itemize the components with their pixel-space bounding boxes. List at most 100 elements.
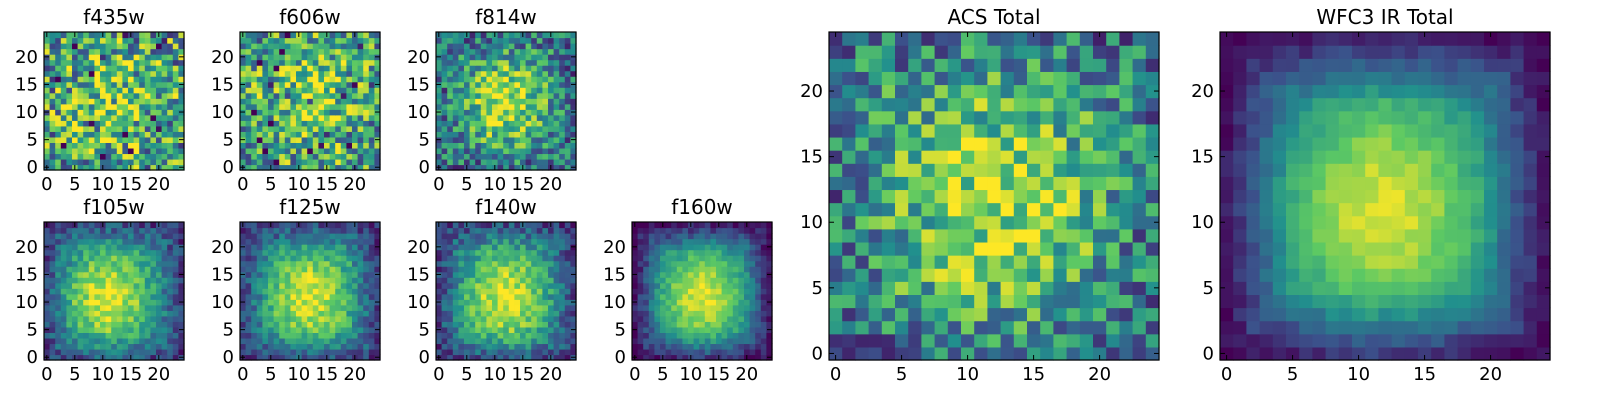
- heatmap-cell: [335, 153, 342, 160]
- heatmap-cell: [480, 315, 487, 322]
- heatmap-cell: [55, 131, 62, 138]
- heatmap-cell: [156, 70, 163, 77]
- heatmap-cell: [934, 320, 949, 335]
- heatmap-cell: [961, 189, 975, 204]
- heatmap-cell: [570, 32, 577, 39]
- heatmap-cell: [842, 215, 856, 230]
- x-tick-label: 15: [511, 174, 534, 195]
- heatmap-cell: [335, 354, 342, 361]
- heatmap-cell: [245, 227, 252, 234]
- heatmap-cell: [44, 158, 51, 166]
- heatmap-cell: [1013, 320, 1028, 335]
- heatmap-cell: [111, 136, 118, 143]
- heatmap-cell: [1119, 281, 1134, 295]
- heatmap-cell: [525, 266, 532, 273]
- heatmap-cell: [632, 277, 639, 284]
- heatmap-cell: [66, 120, 73, 127]
- heatmap-cell: [139, 147, 146, 155]
- heatmap-cell: [88, 153, 95, 160]
- heatmap-cell: [357, 120, 364, 127]
- heatmap-cell: [178, 76, 185, 83]
- heatmap-cell: [632, 233, 639, 240]
- heatmap-cell: [525, 227, 532, 234]
- heatmap-cell: [469, 233, 476, 240]
- heatmap-cell: [525, 114, 532, 121]
- heatmap-cell: [167, 70, 174, 77]
- heatmap-cell: [374, 315, 381, 322]
- heatmap-cell: [346, 120, 353, 127]
- heatmap-cell: [921, 268, 936, 282]
- heatmap-cell: [245, 271, 252, 278]
- heatmap-cell: [55, 260, 62, 267]
- heatmap-cell: [671, 293, 678, 300]
- heatmap-cell: [105, 114, 112, 121]
- heatmap-cell: [268, 103, 275, 110]
- heatmap-cell: [363, 70, 370, 77]
- heatmap-cell: [324, 310, 331, 317]
- heatmap-cell: [340, 131, 347, 138]
- heatmap-cell: [172, 233, 179, 240]
- heatmap-cell: [329, 43, 336, 50]
- heatmap-cell: [88, 114, 95, 121]
- heatmap-cell: [643, 266, 650, 273]
- heatmap-cell: [296, 260, 303, 267]
- heatmap-cell: [268, 337, 275, 345]
- heatmap-cell: [318, 43, 325, 50]
- heatmap-cell: [508, 92, 515, 99]
- heatmap-cell: [66, 98, 73, 105]
- heatmap-cell: [262, 120, 269, 127]
- heatmap-cell: [727, 343, 734, 350]
- heatmap-cell: [458, 249, 465, 256]
- heatmap-cell: [284, 233, 291, 240]
- heatmap-cell: [682, 315, 689, 322]
- heatmap-cell: [251, 332, 258, 339]
- heatmap-cell: [497, 282, 504, 289]
- heatmap-cell: [178, 249, 185, 256]
- heatmap-cell: [307, 343, 314, 350]
- heatmap-cell: [525, 92, 532, 99]
- heatmap-cell: [83, 48, 90, 55]
- heatmap-cell: [766, 337, 773, 345]
- heatmap-cell: [766, 249, 773, 256]
- heatmap-cell: [464, 103, 471, 110]
- heatmap-cell: [301, 343, 308, 350]
- heatmap-cell: [122, 142, 129, 149]
- heatmap-cell: [262, 32, 269, 39]
- heatmap-cell: [279, 304, 286, 311]
- heatmap-cell: [284, 271, 291, 278]
- heatmap-cell: [105, 153, 112, 160]
- heatmap-cell: [346, 147, 353, 155]
- heatmap-cell: [296, 238, 303, 245]
- heatmap-cell: [105, 277, 112, 284]
- heatmap-cell: [508, 244, 515, 251]
- heatmap-cell: [520, 114, 527, 121]
- heatmap-cell: [475, 87, 482, 94]
- heatmap-cell: [296, 54, 303, 61]
- heatmap-cell: [766, 315, 773, 322]
- heatmap-cell: [290, 153, 297, 160]
- heatmap-cell: [340, 153, 347, 160]
- heatmap-cell: [699, 238, 706, 245]
- heatmap-cells-f160w: [632, 222, 773, 361]
- heatmap-cell: [245, 98, 252, 105]
- heatmap-cell: [492, 315, 499, 322]
- heatmap-cell: [256, 321, 263, 328]
- heatmap-cell: [755, 326, 762, 333]
- heatmap-cell: [346, 158, 353, 166]
- heatmap-cell: [553, 288, 560, 295]
- heatmap-cell: [548, 227, 555, 234]
- heatmap-cell: [44, 103, 51, 110]
- heatmap-cell: [469, 282, 476, 289]
- heatmap-cell: [452, 37, 459, 44]
- heatmap-cell: [324, 136, 331, 143]
- heatmap-cell: [88, 222, 95, 229]
- heatmap-cell: [1066, 241, 1081, 256]
- heatmap-cell: [564, 266, 571, 273]
- heatmap-cell: [122, 43, 129, 50]
- heatmap-cell: [240, 114, 247, 121]
- heatmap-cell: [464, 43, 471, 50]
- heatmap-cell: [536, 92, 543, 99]
- heatmap-cell: [654, 260, 661, 267]
- heatmap-cell: [116, 299, 123, 306]
- y-tick-label: 5: [27, 320, 38, 341]
